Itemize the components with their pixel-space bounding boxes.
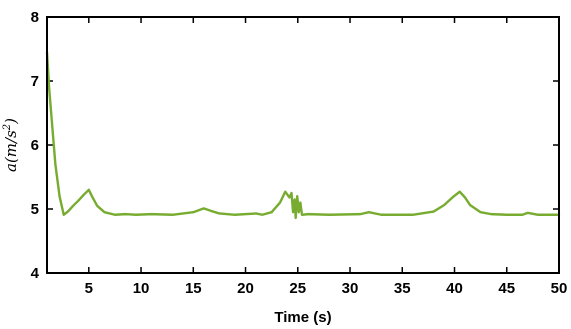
y-axis-label: a(m/s2) xyxy=(2,118,20,172)
plot-area-frame xyxy=(47,17,559,273)
x-tick-label: 15 xyxy=(185,280,202,297)
y-axis-label-quantity: a xyxy=(2,163,20,172)
ticks-layer xyxy=(47,17,559,273)
x-tick-label: 45 xyxy=(498,280,515,297)
y-tick-label: 5 xyxy=(31,201,39,218)
y-axis-label-unit-open: (m/s xyxy=(2,130,20,163)
x-tick-label: 40 xyxy=(446,280,463,297)
y-tick-label: 6 xyxy=(31,137,39,154)
x-axis-label: Time (s) xyxy=(274,309,331,326)
x-tick-label: 25 xyxy=(289,280,306,297)
x-tick-label: 50 xyxy=(551,280,568,297)
y-tick-label: 7 xyxy=(31,73,39,90)
y-axis-label-unit-close: ) xyxy=(2,118,20,125)
x-tick-label: 20 xyxy=(237,280,254,297)
x-tick-label: 5 xyxy=(85,280,93,297)
x-tick-label: 35 xyxy=(394,280,411,297)
series-layer xyxy=(47,52,559,218)
x-tick-label: 30 xyxy=(342,280,359,297)
y-tick-label: 4 xyxy=(31,265,40,282)
series-line xyxy=(47,52,559,218)
x-tick-label: 10 xyxy=(133,280,150,297)
y-tick-label: 8 xyxy=(31,9,39,26)
y-axis-label-exponent: 2 xyxy=(2,124,13,131)
